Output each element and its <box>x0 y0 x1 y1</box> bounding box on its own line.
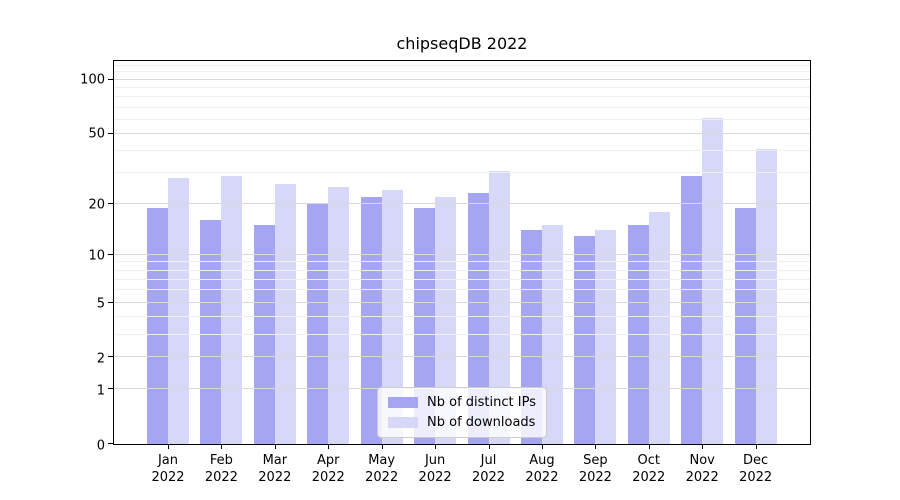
x-tick-label-feb: Feb 2022 <box>204 453 238 485</box>
bar-distinct-ips-feb <box>200 220 222 444</box>
x-tick-sep <box>595 445 597 449</box>
bar-downloads-oct <box>648 211 670 444</box>
x-tick-label-jul: Jul 2022 <box>471 453 506 485</box>
x-tick-label-jan: Jan 2022 <box>151 453 185 485</box>
bar-distinct-ips-may <box>360 196 382 444</box>
bar-distinct-ips-apr <box>307 203 329 444</box>
bar-distinct-ips-jan <box>147 207 168 444</box>
legend-label-distinct-ips: Nb of distinct IPs <box>427 395 536 410</box>
x-tick-label-apr: Apr 2022 <box>311 453 345 485</box>
y-tick-20 <box>108 202 113 204</box>
x-tick-jan <box>168 445 169 449</box>
chart-title: chipseqDB 2022 <box>396 34 528 53</box>
x-tick-label-dec: Dec 2022 <box>739 453 773 485</box>
bar-distinct-ips-jul <box>467 193 489 444</box>
y-tick-100 <box>108 78 113 80</box>
legend-label-downloads: Nb of downloads <box>427 415 536 430</box>
bar-distinct-ips-jun <box>414 207 436 444</box>
y-tick-label-0: 0 <box>96 438 105 454</box>
x-tick-apr <box>328 445 330 449</box>
y-tick-5 <box>108 301 113 303</box>
bar-downloads-nov <box>702 118 724 444</box>
bar-downloads-sep <box>595 230 617 444</box>
x-tick-oct <box>648 445 650 449</box>
y-tick-1 <box>108 388 113 390</box>
legend-swatch-downloads <box>388 417 419 428</box>
legend: Nb of distinct IPs Nb of downloads <box>377 387 547 438</box>
y-tick-label-2: 2 <box>96 351 105 367</box>
x-tick-jun <box>435 445 437 449</box>
bar-downloads-jun <box>435 196 457 444</box>
x-tick-label-sep: Sep 2022 <box>578 453 612 485</box>
x-tick-label-aug: Aug 2022 <box>525 453 559 485</box>
x-tick-label-mar: Mar 2022 <box>258 453 292 485</box>
bar-downloads-jul <box>488 170 510 444</box>
x-tick-label-nov: Nov 2022 <box>685 453 719 485</box>
legend-entry-downloads: Nb of downloads <box>388 415 536 430</box>
x-tick-dec <box>755 445 757 449</box>
bar-distinct-ips-oct <box>627 225 649 444</box>
bar-downloads-mar <box>274 183 296 444</box>
x-tick-label-may: May 2022 <box>365 453 399 485</box>
y-tick-label-1: 1 <box>96 383 105 399</box>
x-tick-jul <box>488 445 490 449</box>
y-tick-label-20: 20 <box>88 197 105 212</box>
y-tick-2 <box>108 356 113 358</box>
y-tick-label-50: 50 <box>88 126 105 142</box>
bar-distinct-ips-nov <box>681 175 703 444</box>
bar-distinct-ips-sep <box>574 235 596 444</box>
x-tick-nov <box>702 445 704 449</box>
legend-entry-distinct-ips: Nb of distinct IPs <box>388 395 536 410</box>
bar-downloads-dec <box>755 149 777 444</box>
legend-swatch-distinct-ips <box>388 397 419 408</box>
plot-area: 100 50 20 10 5 2 1 0 Jan 2022 Feb 2022 Mar 2022 Apr 20… <box>80 60 811 485</box>
y-tick-label-5: 5 <box>96 296 105 312</box>
bar-distinct-ips-dec <box>734 207 756 444</box>
x-tick-feb <box>221 445 223 449</box>
bar-downloads-jan <box>168 178 189 444</box>
x-tick-label-oct: Oct 2022 <box>632 453 666 485</box>
x-tick-label-jun: Jun 2022 <box>418 453 452 485</box>
y-tick-label-100: 100 <box>80 72 105 88</box>
bar-distinct-ips-mar <box>253 225 275 444</box>
y-tick-50 <box>108 132 113 134</box>
x-tick-mar <box>274 445 276 449</box>
x-tick-aug <box>541 445 543 449</box>
y-tick-label-10: 10 <box>88 248 105 264</box>
y-tick-10 <box>108 253 113 255</box>
x-tick-may <box>381 445 383 449</box>
y-tick-0 <box>108 443 113 444</box>
bar-downloads-apr <box>328 186 350 444</box>
bar-downloads-feb <box>221 175 243 444</box>
